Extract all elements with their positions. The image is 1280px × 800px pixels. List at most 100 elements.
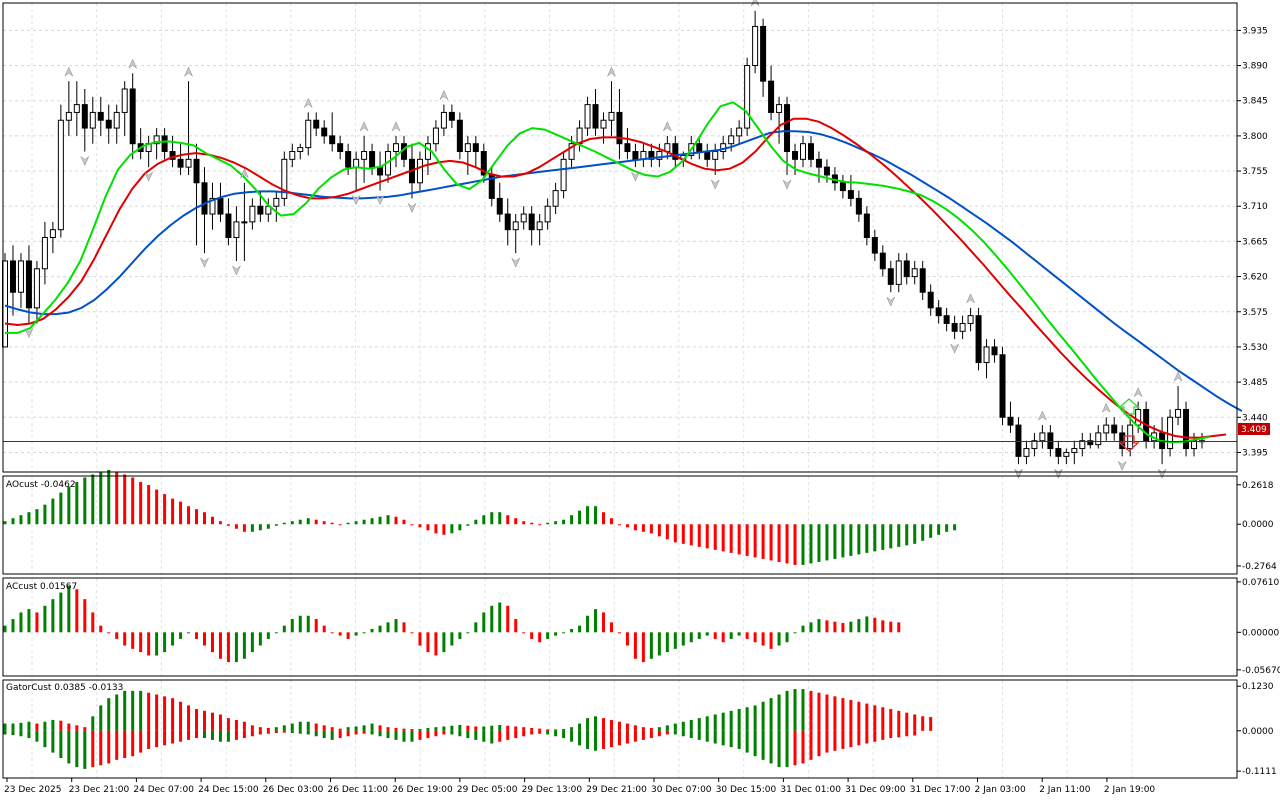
ao-bar	[11, 518, 15, 525]
gator-upper-bar	[881, 707, 885, 731]
gator-lower-bar	[290, 730, 294, 733]
gator-lower-bar	[777, 730, 781, 768]
candle-body	[1135, 408, 1142, 426]
ao-bar	[689, 524, 693, 546]
gator-lower-bar	[187, 730, 191, 740]
ao-bar	[705, 524, 709, 549]
gator-upper-bar	[203, 710, 206, 731]
gator-lower-bar	[59, 730, 63, 759]
candle-body	[1175, 408, 1182, 418]
gator-upper-bar	[769, 698, 773, 731]
ac-bar	[83, 599, 87, 633]
gator-lower-bar	[330, 730, 334, 740]
ao-bar	[242, 524, 246, 532]
gator-upper-bar	[362, 725, 366, 731]
candle-body	[169, 151, 176, 160]
gator-lower-bar	[530, 730, 534, 735]
gator-upper-bar	[849, 699, 853, 731]
candle	[815, 151, 822, 183]
blue-ma-line	[4, 130, 1243, 412]
x-tick-label: 24 Dec 15:00	[198, 785, 259, 795]
gator-lower-bar	[857, 730, 861, 746]
fractal-up-icon	[391, 121, 401, 132]
ac-bar	[482, 612, 486, 633]
gator-upper-bar	[546, 729, 550, 731]
ac-bar	[282, 625, 286, 633]
candle-body	[863, 213, 870, 239]
ao-bar	[665, 524, 669, 540]
x-tick-label: 23 Dec 2025	[4, 785, 62, 795]
gator-upper-bar	[458, 725, 462, 731]
gator-upper-bar	[753, 705, 757, 731]
ao-bar	[602, 512, 605, 525]
ac-bar	[570, 628, 574, 633]
gator-upper-bar	[434, 727, 438, 731]
gator-upper-bar	[298, 721, 302, 731]
gator-lower-bar	[602, 730, 605, 749]
candle-body	[624, 143, 631, 153]
fractal-down-icon	[375, 194, 385, 206]
ao-bar	[322, 521, 326, 525]
ao-bar	[442, 524, 446, 535]
candle	[608, 81, 615, 136]
candle	[440, 104, 447, 136]
current-price-box	[1238, 423, 1270, 435]
price-tick-label: 3.395	[1242, 448, 1268, 458]
gator-lower-bar	[27, 730, 31, 739]
candle	[879, 245, 886, 277]
gator-upper-bar	[506, 725, 510, 731]
ac-bar	[155, 632, 159, 656]
candle-body	[991, 346, 998, 356]
gator-lower-bar	[458, 730, 462, 737]
ac-bar	[298, 615, 302, 633]
candle-body	[496, 197, 503, 215]
fractal-up-icon	[1101, 402, 1111, 414]
gator-upper-bar	[91, 716, 95, 731]
fractal-down-icon	[144, 171, 154, 182]
gator-lower-bar	[841, 730, 845, 749]
gator-upper-bar	[793, 689, 797, 731]
candle-body	[656, 151, 663, 160]
candle-body	[1079, 440, 1086, 450]
x-tick-label: 29 Dec 13:00	[522, 785, 583, 795]
ao-bar	[833, 524, 837, 559]
ao-bar	[937, 524, 941, 535]
candle-body	[1103, 424, 1110, 434]
gator-upper-bar	[905, 712, 909, 731]
gator-upper-bar	[617, 721, 621, 731]
ac-bar	[378, 625, 382, 633]
candle-body	[927, 291, 934, 309]
candle-body	[839, 182, 846, 192]
candle	[951, 315, 958, 340]
ao-bar	[187, 506, 191, 525]
gator-lower-bar	[889, 730, 893, 739]
fractal-down-icon	[1053, 468, 1063, 479]
gator-lower-bar	[19, 730, 23, 737]
gator-upper-bar	[354, 726, 358, 731]
x-tick-label: 29 Dec 05:00	[457, 785, 518, 795]
ac-bar	[562, 632, 566, 634]
ao-bar	[171, 498, 175, 525]
ac-bar	[27, 609, 31, 633]
candle-body	[480, 151, 487, 176]
fractal-down-icon	[782, 179, 792, 190]
gator-upper-bar	[737, 709, 741, 731]
ac-tick-label: -0.05670	[1242, 666, 1280, 676]
ac-bar	[665, 632, 669, 653]
gator-lower-bar	[586, 730, 590, 749]
candle-body	[696, 143, 703, 153]
gator-upper-bar	[163, 696, 167, 731]
fractal-up-icon	[64, 66, 74, 77]
candle-body	[329, 135, 336, 145]
candle-body	[648, 151, 655, 160]
gator-upper-bar	[75, 725, 79, 731]
gator-upper-bar	[147, 692, 151, 731]
buy-arrow-icon	[1118, 398, 1140, 415]
candle	[744, 57, 751, 136]
ac-bar	[745, 632, 749, 639]
ac-bar	[59, 592, 63, 633]
candle-body	[632, 151, 639, 160]
candle-body	[744, 65, 751, 129]
x-tick-label: 24 Dec 07:00	[133, 785, 194, 795]
